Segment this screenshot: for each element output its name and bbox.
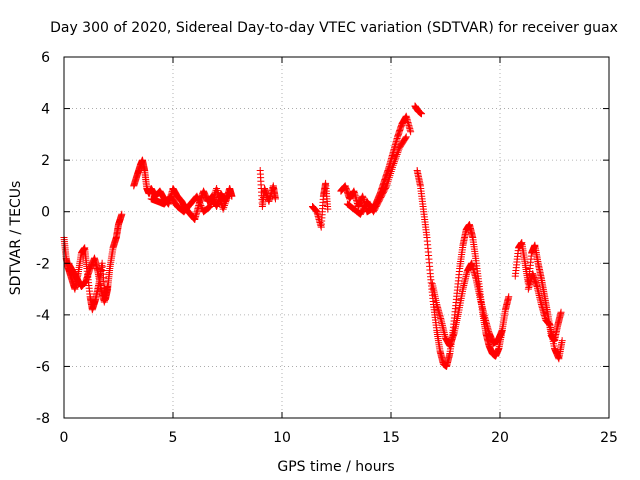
data-point: [324, 205, 332, 213]
data-point: [223, 194, 231, 202]
data-point: [196, 200, 204, 208]
data-points: [60, 102, 566, 370]
data-point: [118, 210, 126, 218]
data-point: [505, 293, 513, 301]
grid-lines: [64, 57, 609, 418]
data-point: [392, 152, 400, 160]
data-point: [225, 189, 233, 197]
data-point: [210, 192, 218, 200]
data-point: [394, 149, 402, 157]
x-tick-label: 5: [169, 430, 178, 446]
y-axis-label: SDTVAR / TECUs: [8, 181, 24, 296]
x-tick-label: 0: [60, 430, 69, 446]
tick-labels: 0 5 10 15 20 25 -8 -6 -4 -2 0 2 4 6: [36, 50, 618, 446]
data-point: [407, 128, 415, 136]
data-point: [402, 134, 410, 142]
data-point: [271, 195, 279, 203]
y-tick-label: 2: [41, 153, 50, 169]
data-point: [194, 194, 202, 202]
data-point: [224, 191, 232, 199]
data-point: [220, 202, 228, 210]
data-point: [390, 159, 398, 167]
data-point: [394, 147, 402, 155]
data-point: [222, 196, 230, 204]
data-point: [558, 337, 566, 345]
data-point: [193, 192, 201, 200]
x-tick-label: 25: [600, 430, 618, 446]
data-point: [224, 193, 232, 201]
data-point: [221, 200, 229, 208]
axis-ticks: [63, 56, 610, 419]
data-point: [393, 150, 401, 158]
data-point: [194, 195, 202, 203]
data-point: [395, 145, 403, 153]
y-tick-label: -4: [36, 308, 50, 324]
x-tick-label: 15: [382, 430, 400, 446]
data-point: [219, 205, 227, 213]
data-point: [389, 161, 397, 169]
data-point: [220, 203, 228, 211]
data-point: [222, 198, 230, 206]
data-point: [198, 203, 206, 211]
plot-frame: [63, 56, 610, 419]
x-tick-label: 10: [273, 430, 291, 446]
data-point: [206, 203, 214, 211]
data-point: [197, 202, 205, 210]
y-tick-label: 4: [41, 102, 50, 118]
data-point: [382, 183, 390, 191]
data-point: [209, 195, 217, 203]
data-point: [391, 156, 399, 164]
data-point: [207, 199, 215, 207]
data-point: [402, 133, 410, 141]
y-tick-label: -8: [36, 411, 50, 427]
data-point: [196, 198, 204, 206]
data-point: [392, 154, 400, 162]
chart-title: Day 300 of 2020, Sidereal Day-to-day VTE…: [50, 20, 618, 36]
data-point: [104, 282, 112, 290]
data-point: [209, 194, 217, 202]
data-point: [390, 158, 398, 166]
data-point: [498, 326, 506, 334]
x-axis-label: GPS time / hours: [277, 459, 394, 475]
y-tick-label: 6: [41, 50, 50, 66]
y-tick-label: 0: [41, 205, 50, 221]
data-point: [418, 110, 426, 118]
data-point: [207, 201, 215, 209]
x-tick-label: 20: [491, 430, 509, 446]
y-tick-label: -6: [36, 359, 50, 375]
data-point: [557, 308, 565, 316]
data-point: [195, 197, 203, 205]
data-point: [226, 187, 234, 195]
data-point: [208, 197, 216, 205]
y-tick-label: -2: [36, 256, 50, 272]
